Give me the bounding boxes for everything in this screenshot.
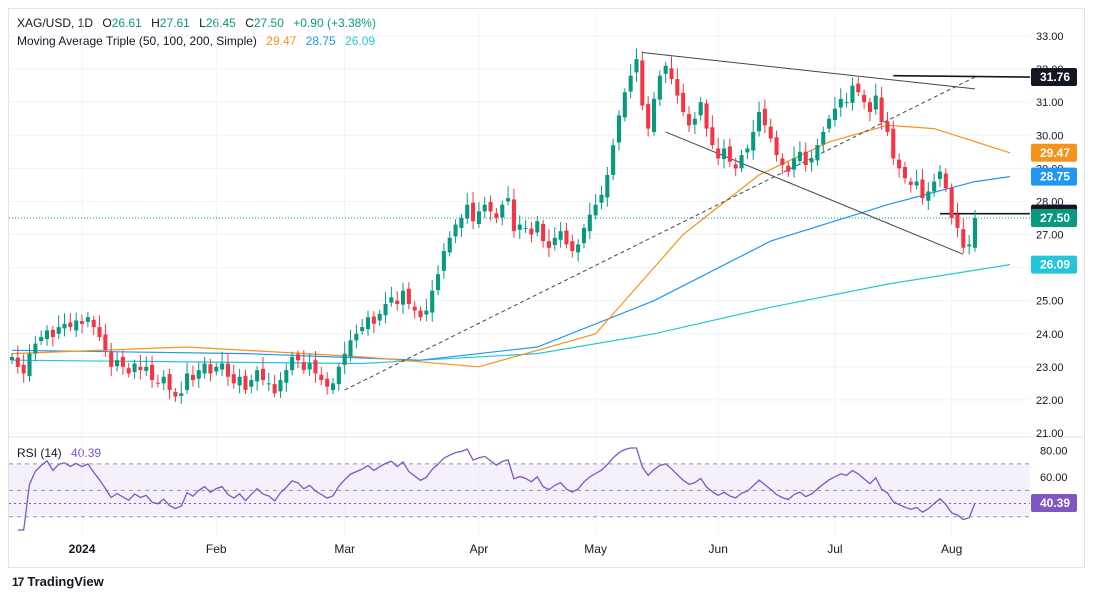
symbol-label[interactable]: XAG/USD, 1D <box>17 16 94 30</box>
close-label: C <box>245 16 254 30</box>
rsi-title[interactable]: RSI (14) <box>17 446 62 460</box>
change-value: +0.90 (+3.38%) <box>293 16 376 30</box>
tradingview-logo-icon: 17 <box>12 574 24 589</box>
open-value: 26.61 <box>111 16 142 30</box>
ma50-value: 29.47 <box>266 34 297 48</box>
close-value: 27.50 <box>253 16 284 30</box>
ma200-value: 26.09 <box>345 34 376 48</box>
low-value: 26.45 <box>205 16 236 30</box>
ma100-value: 28.75 <box>305 34 336 48</box>
rsi-legend: RSI (14) 40.39 <box>17 446 101 460</box>
high-value: 27.61 <box>159 16 190 30</box>
rsi-value: 40.39 <box>71 446 102 460</box>
ma-title[interactable]: Moving Average Triple (50, 100, 200, Sim… <box>17 34 257 48</box>
open-label: O <box>102 16 112 30</box>
brand[interactable]: 17 TradingView <box>12 574 104 589</box>
chart-frame <box>8 8 1085 568</box>
price-legend: XAG/USD, 1D O26.61 H27.61 L26.45 C27.50 … <box>17 16 376 30</box>
ma-legend: Moving Average Triple (50, 100, 200, Sim… <box>17 34 375 48</box>
brand-name: TradingView <box>27 574 104 589</box>
high-label: H <box>151 16 160 30</box>
low-label: L <box>199 16 206 30</box>
